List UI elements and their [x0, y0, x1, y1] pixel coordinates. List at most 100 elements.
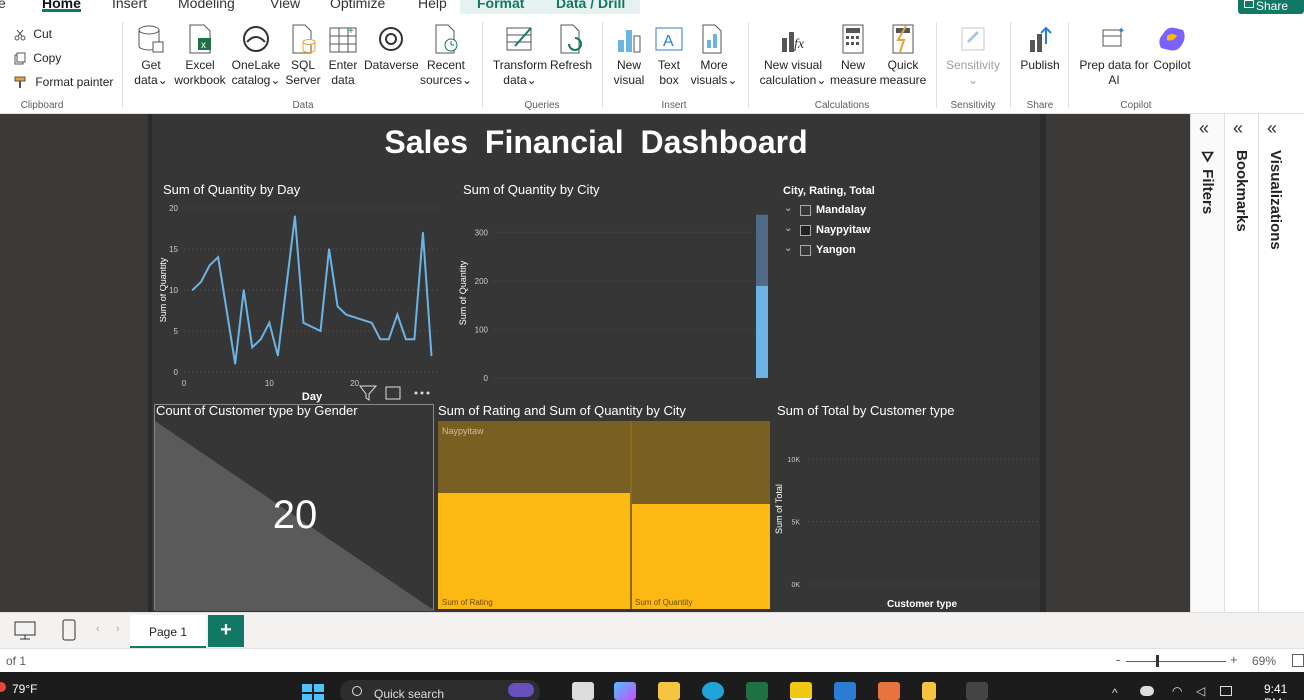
battery-icon[interactable] [1220, 686, 1232, 696]
publish-button[interactable]: Publish [1018, 24, 1062, 73]
enter-data-button[interactable]: + Enter data [324, 24, 362, 88]
power-bi-taskbar-icon[interactable] [790, 682, 812, 700]
clock-time[interactable]: 9:41 PM [1264, 682, 1288, 700]
taskbar-search[interactable]: Quick search [340, 680, 540, 700]
tab-insert[interactable]: Insert [112, 0, 148, 11]
slicer-checkbox[interactable] [800, 225, 811, 236]
sql-server-button[interactable]: SQL Server [284, 24, 322, 88]
collapse-chevron-icon[interactable]: « [1233, 118, 1244, 138]
tab-file[interactable]: e [0, 0, 6, 11]
onedrive-icon[interactable] [1140, 686, 1154, 696]
text-box-button[interactable]: A Text box [652, 24, 686, 88]
volume-icon[interactable]: ◁ [1196, 684, 1206, 698]
tab-help[interactable]: Help [418, 0, 447, 11]
tab-format[interactable]: Format [477, 0, 525, 11]
recent-sources-button[interactable]: Recent sources⌄ [420, 24, 472, 88]
more-options-icon[interactable] [426, 391, 430, 395]
copilot-taskbar-icon[interactable] [614, 682, 636, 700]
add-page-button[interactable]: + [208, 615, 244, 647]
line-chart[interactable]: 0 5 10 15 20 0 10 20 Day Sum of Quantity [160, 200, 450, 404]
mobile-layout-icon[interactable] [62, 619, 76, 641]
windows-start-icon[interactable] [302, 684, 324, 700]
terminal-icon[interactable] [966, 682, 988, 700]
transform-data-button[interactable]: Transform data⌄ [492, 24, 548, 88]
page-tab-page-1[interactable]: Page 1 [130, 615, 206, 649]
tab-modeling[interactable]: Modeling [178, 0, 235, 11]
tab-optimize[interactable]: Optimize [330, 0, 386, 11]
desktop-layout-icon[interactable] [14, 621, 36, 641]
weather-temperature[interactable]: 79°F [12, 682, 38, 696]
copy-button[interactable]: Copy [14, 51, 61, 65]
line-point [242, 289, 245, 291]
expand-chevron-icon[interactable]: ⌄ [784, 203, 793, 214]
tab-view[interactable]: View [270, 0, 301, 11]
task-view-icon[interactable] [572, 682, 594, 700]
copilot-button[interactable]: Copilot [1150, 24, 1194, 73]
slicer-item[interactable]: ⌄ Yangon [782, 242, 942, 262]
refresh-button[interactable]: Refresh [550, 24, 592, 73]
slicer-checkbox[interactable] [800, 245, 811, 256]
zoom-in-icon[interactable]: + [1230, 652, 1238, 667]
prep-data-icon: ✦ [1102, 26, 1125, 47]
page-next-icon[interactable]: › [116, 623, 120, 635]
bookmarks-pane[interactable]: « Bookmarks [1224, 114, 1258, 612]
y-tick-label: 10K [788, 457, 801, 464]
app-icon[interactable] [878, 682, 900, 700]
share-button[interactable]: Share [1238, 0, 1304, 14]
y-tick-label: 200 [475, 277, 489, 286]
zoom-level[interactable]: 69% [1252, 654, 1277, 668]
dataverse-button[interactable]: Dataverse [364, 24, 419, 73]
fit-to-page-icon[interactable] [1292, 654, 1304, 667]
excel-taskbar-icon[interactable] [746, 682, 768, 700]
sensitivity-button[interactable]: Sensitivity ⌄ [944, 24, 1002, 88]
more-visuals-button[interactable]: More visuals⌄ [690, 24, 738, 88]
quick-measure-button[interactable]: Quick measure [878, 24, 928, 88]
slicer-item[interactable]: ⌄ Mandalay [782, 202, 942, 222]
cut-button[interactable]: Cut [14, 27, 52, 41]
filters-pane[interactable]: « ⛛ Filters [1190, 114, 1224, 612]
filter-icon[interactable] [359, 385, 378, 401]
expand-chevron-icon[interactable]: ⌄ [784, 243, 793, 254]
city-slicer: ⌄ Mandalay ⌄ Naypyitaw ⌄ Yangon [782, 202, 942, 262]
wifi-icon[interactable]: ◠ [1172, 684, 1183, 698]
page-prev-icon[interactable]: ‹ [96, 623, 100, 635]
copilot-label: Copilot [1153, 58, 1191, 72]
more-options-icon[interactable] [414, 391, 418, 395]
calendar-icon[interactable] [834, 682, 856, 700]
format-painter-button[interactable]: Format painter [14, 75, 113, 89]
tab-data-drill[interactable]: Data / Drill [556, 0, 626, 11]
new-visual-button[interactable]: New visual [610, 24, 648, 88]
ribbon-tabbar: e Home Insert Modeling View Optimize Hel… [0, 0, 1304, 14]
weather-icon[interactable] [0, 682, 6, 692]
new-measure-button[interactable]: New measure [830, 24, 877, 88]
tab-home[interactable]: Home [42, 0, 81, 12]
expand-chevron-icon[interactable]: ⌄ [784, 223, 793, 234]
onelake-catalog-button[interactable]: OneLake catalog⌄ [230, 24, 282, 88]
slicer-checkbox[interactable] [800, 205, 811, 216]
share-group-label: Share [1026, 100, 1054, 111]
collapse-chevron-icon[interactable]: « [1199, 118, 1210, 138]
prep-data-for-ai-button[interactable]: ✦ Prep data for AI [1078, 24, 1150, 88]
card-visual[interactable]: 20 [154, 404, 435, 611]
page-count: of 1 [6, 654, 27, 668]
slicer-item[interactable]: ⌄ Naypyitaw [782, 222, 942, 242]
visualizations-pane[interactable]: « Visualizations [1258, 114, 1304, 612]
collapse-chevron-icon[interactable]: « [1267, 118, 1278, 138]
more-options-icon[interactable] [420, 391, 424, 395]
file-explorer-icon[interactable] [658, 682, 680, 700]
excel-workbook-button[interactable]: x Excel workbook [172, 24, 228, 88]
tray-chevron-icon[interactable]: ^ [1112, 686, 1118, 700]
treemap[interactable]: Naypyitaw Sum of Rating Sum of Quantity [438, 421, 770, 609]
zoom-slider[interactable]: - + [1116, 652, 1246, 669]
edge-icon[interactable] [702, 682, 724, 700]
data-group-label: Data [292, 100, 314, 111]
new-visual-calculation-button[interactable]: fx New visual calculation⌄ [756, 24, 830, 88]
format-tab-bg [460, 0, 540, 14]
key-icon[interactable] [922, 682, 936, 700]
get-data-button[interactable]: Get data⌄ [132, 24, 170, 88]
zoom-thumb[interactable] [1156, 655, 1159, 667]
focus-mode-icon[interactable] [385, 386, 401, 400]
zoom-out-icon[interactable]: - [1116, 652, 1121, 667]
